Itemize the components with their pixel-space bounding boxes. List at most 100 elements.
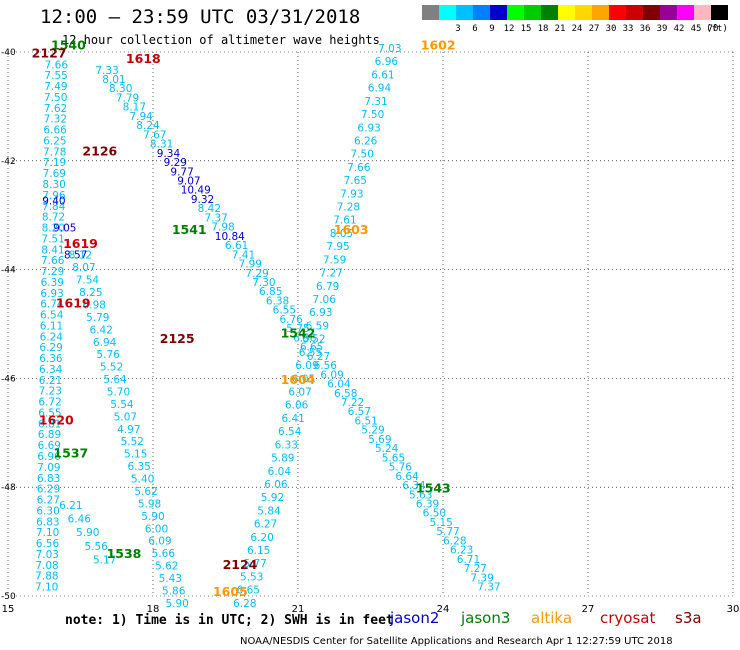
swh-value: 6.04	[268, 466, 292, 478]
satellite-name: jason2	[390, 609, 440, 627]
swh-value: 6.27	[254, 519, 277, 531]
swh-value: 7.50	[351, 149, 374, 161]
swh-value: 5.98	[138, 498, 161, 510]
swh-value: 5.53	[240, 571, 263, 583]
swh-value: 7.03	[378, 43, 401, 55]
swh-value: 5.64	[103, 374, 127, 386]
swh-value: 7.28	[337, 202, 360, 214]
swh-value: 7.22	[341, 397, 364, 409]
lat-tick-label: -48	[1, 483, 16, 493]
swh-value: 6.93	[40, 288, 63, 300]
swh-value: 8.30	[42, 179, 65, 191]
swh-value: 8.20	[42, 223, 65, 235]
swh-value: 5.54	[110, 399, 134, 411]
swh-value: 6.11	[40, 320, 63, 332]
legend-label: 6	[472, 24, 478, 34]
swh-value: 7.66	[45, 59, 69, 71]
swh-value: 8.12	[69, 250, 92, 262]
swh-value: 6.76	[279, 314, 303, 326]
swh-value: 5.79	[86, 312, 109, 324]
swh-value: 6.56	[314, 360, 338, 372]
pass-label: 2125	[160, 331, 195, 346]
legend-swatch	[677, 5, 694, 20]
swh-value: 5.76	[96, 349, 120, 361]
swh-value: 8.30	[109, 83, 132, 95]
swh-value: 9.05	[53, 223, 76, 235]
swh-value: 6.89	[38, 429, 61, 441]
swh-value: 8.25	[79, 287, 102, 299]
lat-tick-label: -46	[1, 374, 16, 384]
swh-value: 7.30	[252, 277, 275, 289]
legend-label: 9	[489, 24, 495, 34]
swh-value: 7.37	[204, 212, 227, 224]
legend-swatch	[694, 5, 711, 20]
swh-value: 6.79	[316, 281, 339, 293]
swh-value: 6.34	[39, 364, 63, 376]
swh-value: 7.03	[36, 549, 59, 561]
lon-tick-label: 15	[2, 604, 15, 615]
legend-swatch	[643, 5, 660, 20]
swh-value: 6.81	[38, 418, 61, 430]
lon-tick-label: 18	[147, 604, 160, 615]
swh-value: 7.62	[44, 103, 67, 115]
swh-value: 6.94	[368, 83, 392, 95]
swh-value: 7.99	[239, 259, 262, 271]
swh-value: 6.42	[90, 324, 113, 336]
swh-value: 7.51	[41, 233, 64, 245]
swh-value: 9.07	[177, 176, 200, 188]
swh-value: 5.63	[409, 489, 432, 501]
swh-value: 7.06	[313, 294, 337, 306]
swh-value: 6.85	[259, 286, 282, 298]
swh-value: 5.69	[368, 434, 391, 446]
swh-value: 6.15	[247, 545, 270, 557]
legend-label: 45	[690, 24, 702, 34]
swh-value: 6.72	[38, 397, 61, 409]
swh-value: 9.34	[157, 148, 181, 160]
swh-value: 6.58	[334, 388, 357, 400]
swh-value: 6.21	[39, 375, 62, 387]
swh-value: 5.65	[382, 452, 405, 464]
swh-value: 6.24	[40, 331, 64, 343]
swh-value: 6.21	[59, 500, 82, 512]
swh-value: 7.50	[361, 109, 384, 121]
swh-value: 8.24	[136, 120, 160, 132]
swh-value: 5.70	[107, 386, 130, 398]
swh-value: 6.69	[38, 440, 61, 452]
legend-label: 21	[554, 24, 566, 34]
legend-label: 12	[503, 24, 515, 34]
swh-value: 7.29	[41, 266, 64, 278]
swh-value: 5.90	[165, 598, 188, 610]
legend-label: 42	[673, 24, 685, 34]
swh-value: 5.52	[100, 362, 123, 374]
swh-value: 7.94	[129, 111, 153, 123]
swh-value: 6.61	[225, 240, 248, 252]
swh-value: 6.71	[457, 554, 480, 566]
swh-value: 7.49	[44, 81, 67, 93]
swh-value: 6.64	[395, 471, 419, 483]
legend-label: 3	[455, 24, 461, 34]
swh-value: 6.09	[295, 360, 318, 372]
legend-label: 70	[707, 24, 719, 34]
swh-value: 6.00	[145, 523, 168, 535]
swh-value: 7.41	[232, 249, 255, 261]
swh-value: 6.28	[443, 535, 466, 547]
legend-swatch	[711, 5, 728, 20]
swh-value: 7.84	[42, 201, 66, 213]
legend-swatch	[575, 5, 592, 20]
swh-value: 5.77	[243, 558, 266, 570]
swh-value: 5.56	[85, 541, 109, 553]
pass-label: 1620	[39, 413, 74, 428]
swh-value: 6.23	[450, 545, 473, 557]
swh-value: 7.67	[143, 129, 166, 141]
swh-value: 6.83	[36, 516, 59, 528]
footnote: note: 1) Time is in UTC; 2) SWH is in fe…	[65, 613, 394, 628]
swh-value: 7.54	[76, 275, 100, 287]
swh-value: 8.07	[72, 262, 95, 274]
swh-value: 6.27	[37, 495, 60, 507]
pass-label: 1543	[416, 481, 451, 496]
swh-value: 7.66	[41, 255, 65, 267]
swh-value: 7.55	[44, 70, 67, 82]
swh-value: 5.89	[271, 453, 294, 465]
swh-value: 6.04	[327, 379, 351, 391]
lon-tick-label: 27	[582, 604, 595, 615]
